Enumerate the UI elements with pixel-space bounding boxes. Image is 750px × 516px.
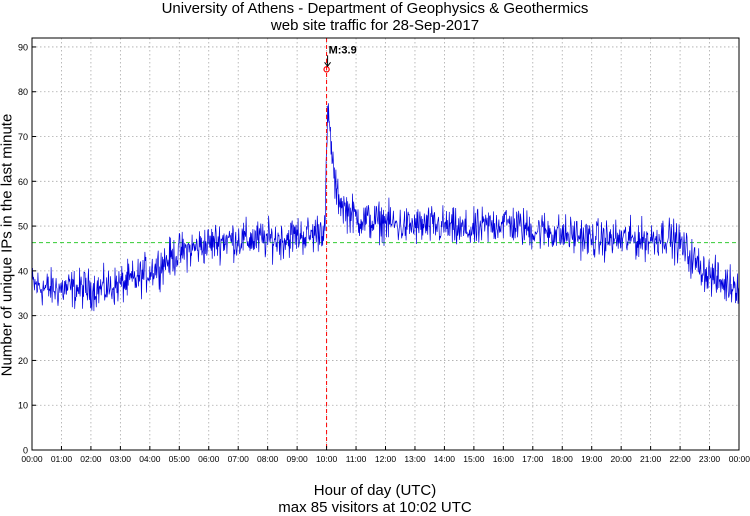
y-tick-label: 0 (23, 446, 28, 456)
overlays (323, 38, 331, 450)
chart-subtitle: web site traffic for 28-Sep-2017 (270, 17, 480, 34)
x-axis-ticks: 00:00 01:00 02:00 03:00 04:00 05:00 06:00 07:00… (21, 446, 750, 464)
x-tick-label: 15:00 (463, 454, 485, 464)
event-label: M:3.9 (329, 44, 357, 56)
x-tick-label: 01:00 (51, 454, 73, 464)
y-tick-label: 60 (18, 177, 28, 187)
x-axis-label: Hour of day (UTC) (313, 482, 437, 499)
x-tick-label: 14:00 (434, 454, 456, 464)
event-marker (323, 66, 330, 73)
x-tick-label: 19:00 (581, 454, 603, 464)
x-tick-label: 04:00 (139, 454, 161, 464)
x-tick-label: 22:00 (669, 454, 691, 464)
y-tick-label: 10 (18, 401, 28, 411)
y-tick-label: 70 (18, 132, 28, 142)
x-tick-label: 11:00 (346, 454, 367, 464)
x-tick-label: 03:00 (110, 454, 132, 464)
y-axis-label: Number of unique IPs in the last minute (0, 113, 16, 377)
plot-frame (31, 37, 740, 451)
y-axis-ticks: 0 10 20 30 40 50 60 70 80 90 (18, 42, 36, 456)
x-tick-label: 08:00 (257, 454, 279, 464)
x-tick-label: 16:00 (493, 454, 515, 464)
x-tick-label: 02:00 (80, 454, 102, 464)
x-tick-label: 00:00 (21, 454, 43, 464)
y-tick-label: 80 (18, 87, 28, 97)
y-tick-label: 30 (18, 311, 28, 321)
y-tick-label: 90 (18, 42, 28, 52)
traffic-chart: 0 10 20 30 40 50 60 70 80 90 00:00 01:00 02:00 03:00… (18, 37, 750, 464)
x-tick-label: 21:00 (640, 454, 662, 464)
chart-title: University of Athens - Department of Geo… (161, 0, 589, 17)
x-axis-sublabel: max 85 visitors at 10:02 UTC (278, 499, 472, 516)
x-tick-label: 12:00 (375, 454, 397, 464)
x-tick-label: 18:00 (552, 454, 574, 464)
event-arrow-head (324, 62, 331, 68)
x-tick-label: 07:00 (228, 454, 250, 464)
x-tick-label: 05:00 (169, 454, 191, 464)
x-tick-label: 20:00 (611, 454, 633, 464)
series (31, 103, 740, 312)
series-line (31, 103, 740, 312)
grid (32, 38, 739, 450)
x-tick-label: 17:00 (522, 454, 544, 464)
y-tick-label: 40 (18, 266, 28, 276)
x-tick-label: 10:00 (316, 454, 338, 464)
x-tick-label: 13:00 (404, 454, 426, 464)
x-tick-label: 09:00 (286, 454, 308, 464)
y-tick-label: 20 (18, 356, 28, 366)
y-tick-label: 50 (18, 222, 28, 232)
x-tick-label: 06:00 (198, 454, 220, 464)
x-tick-label: 00:00 (729, 454, 750, 464)
x-tick-label: 23:00 (699, 454, 721, 464)
